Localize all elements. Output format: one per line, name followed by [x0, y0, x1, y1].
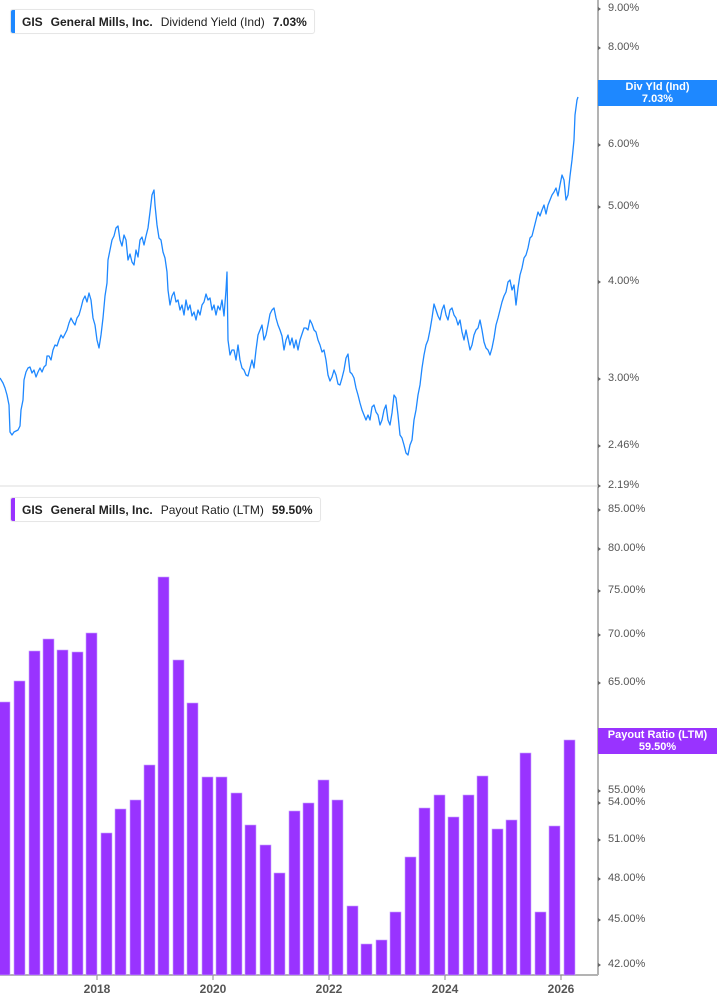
- y-tick-label: 54.00%: [608, 796, 646, 808]
- x-axis-label: 2026: [547, 982, 575, 996]
- y-tick-label: 55.00%: [608, 784, 646, 796]
- legend-metric: Dividend Yield (Ind): [160, 14, 265, 29]
- payout-ratio-legend: GIS General Mills, Inc. Payout Ratio (LT…: [10, 497, 321, 522]
- x-axis-label: 2024: [431, 982, 459, 996]
- legend-value: 59.50%: [271, 502, 313, 517]
- y-tick-label: 85.00%: [608, 503, 646, 515]
- dividend-yield-legend: GIS General Mills, Inc. Dividend Yield (…: [10, 9, 315, 34]
- y-tick-label: 51.00%: [608, 833, 646, 845]
- legend-value: 7.03%: [272, 14, 307, 29]
- flag-value: 7.03%: [641, 93, 674, 105]
- y-tick-label: 48.00%: [608, 872, 646, 884]
- x-axis-label: 2022: [315, 982, 343, 996]
- y-tick-label: 45.00%: [608, 913, 646, 925]
- y-tick-label: 42.00%: [608, 958, 646, 970]
- dividend-yield-chart: [0, 0, 601, 488]
- y-tick-label: 75.00%: [608, 584, 646, 596]
- y-tick-label: 3.00%: [608, 372, 640, 384]
- y-tick-label: 2.46%: [608, 439, 640, 451]
- y-tick-label: 5.00%: [608, 200, 640, 212]
- y-tick-label: 4.00%: [608, 275, 640, 287]
- payout-ratio-bars: [0, 576, 576, 976]
- y-tick-label: 8.00%: [608, 41, 640, 53]
- x-axis-label: 2018: [83, 982, 111, 996]
- legend-company: General Mills, Inc.: [50, 502, 153, 517]
- series-color-swatch: [11, 10, 15, 33]
- legend-metric: Payout Ratio (LTM): [160, 502, 264, 517]
- dividend-yield-line: [0, 96, 579, 456]
- x-axis-label: 2020: [199, 982, 227, 996]
- payout-ratio-chart: [0, 488, 601, 980]
- y-tick-label: 9.00%: [608, 2, 640, 14]
- series-color-swatch: [11, 498, 15, 521]
- flag-metric: Payout Ratio (LTM): [607, 729, 708, 741]
- y-tick-label: 2.19%: [608, 479, 640, 491]
- flag-value: 59.50%: [638, 741, 677, 753]
- y-tick-label: 6.00%: [608, 138, 640, 150]
- legend-ticker: GIS: [22, 502, 43, 517]
- payout-ratio-panel: GIS General Mills, Inc. Payout Ratio (LT…: [0, 488, 717, 1005]
- y-tick-label: 80.00%: [608, 542, 646, 554]
- y-tick-label: 70.00%: [608, 628, 646, 640]
- payout-ratio-value-flag: Payout Ratio (LTM) 59.50%: [598, 728, 717, 754]
- dividend-yield-panel: GIS General Mills, Inc. Dividend Yield (…: [0, 0, 717, 491]
- legend-ticker: GIS: [22, 14, 43, 29]
- y-tick-label: 65.00%: [608, 676, 646, 688]
- dividend-yield-value-flag: Div Yld (Ind) 7.03%: [598, 80, 717, 106]
- legend-company: General Mills, Inc.: [50, 14, 153, 29]
- flag-metric: Div Yld (Ind): [625, 81, 690, 93]
